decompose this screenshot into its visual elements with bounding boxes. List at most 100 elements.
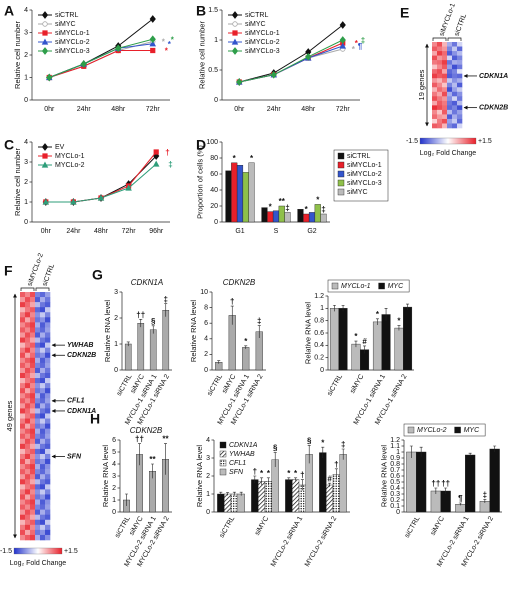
- group-bracket: [447, 37, 462, 41]
- legend-swatch: [337, 170, 345, 178]
- panel-label: B: [196, 3, 206, 19]
- heatmap-cell: [20, 297, 26, 303]
- bar: [381, 314, 391, 371]
- heatmap-cell: [45, 418, 51, 424]
- heatmap-cell: [30, 357, 36, 364]
- heatmap-cell: [30, 504, 36, 510]
- point: [339, 42, 347, 49]
- heatmap-cell: [20, 357, 26, 364]
- error-bar: [164, 303, 168, 317]
- heatmap-cell: [452, 73, 458, 79]
- heatmap-cell: [40, 297, 46, 303]
- error-bar: [151, 463, 154, 479]
- y-tick-label: 0.3: [390, 491, 400, 498]
- line: [49, 38, 153, 78]
- bar: [308, 212, 316, 223]
- point: [149, 40, 157, 47]
- y-tick-label: 0.8: [390, 461, 400, 468]
- heatmap-cell: [35, 453, 41, 460]
- heatmap-cell: [35, 494, 41, 500]
- row-label: CFL1: [67, 398, 85, 405]
- heatmap-cell: [30, 317, 36, 323]
- point: [153, 152, 160, 160]
- y-tick-label: 10: [200, 289, 208, 296]
- heatmap-cell: [45, 428, 51, 435]
- heatmap-cell: [457, 87, 463, 93]
- legend-marker: [41, 11, 49, 19]
- heatmap-cell: [432, 114, 438, 120]
- heatmap-cell: [35, 292, 41, 298]
- heatmap-cell: [447, 69, 453, 74]
- point: [149, 35, 156, 44]
- error-bar: [384, 308, 388, 321]
- x-tick-label: 72hr: [146, 106, 161, 113]
- significance-label: *: [267, 469, 271, 478]
- bar: [292, 479, 300, 513]
- heatmap-cell: [30, 342, 36, 348]
- heatmap-cell: [30, 529, 36, 536]
- colorbar: [13, 547, 63, 555]
- heatmap-cell: [20, 383, 26, 389]
- heatmap-cell: [20, 509, 26, 515]
- y-tick-label: 3: [112, 473, 116, 480]
- heatmap-cell: [45, 347, 51, 354]
- error-bar: [332, 304, 336, 312]
- chart-title: CDKN1A: [131, 278, 163, 287]
- heatmap-cell: [30, 433, 36, 440]
- heatmap-cell: [35, 297, 41, 303]
- heatmap-cell: [20, 367, 26, 374]
- heatmap-cell: [35, 514, 41, 521]
- heatmap-cell: [20, 372, 26, 379]
- y-tick-label: 1: [24, 199, 28, 206]
- heatmap-cell: [442, 78, 448, 84]
- heatmap-cell: [20, 438, 26, 445]
- heatmap-cell: [35, 372, 41, 379]
- heatmap-cell: [35, 327, 41, 333]
- heatmap-cell: [442, 69, 448, 74]
- x-tick-label: 24hr: [267, 106, 282, 113]
- heatmap-cell: [25, 519, 31, 526]
- legend-swatch: [219, 459, 227, 467]
- x-tick-label: siMYC: [430, 515, 446, 536]
- heatmap-cell: [437, 114, 443, 120]
- y-tick-label: 80: [210, 155, 218, 162]
- heatmap-cell: [40, 388, 46, 394]
- y-tick-label: 6: [112, 437, 116, 444]
- heatmap-cell: [447, 60, 453, 65]
- heatmap-cell: [25, 393, 31, 399]
- x-tick-label: 0hr: [41, 228, 52, 235]
- bar: [267, 211, 274, 223]
- bar: [406, 451, 417, 513]
- error-bar: [341, 448, 345, 460]
- group-bracket: [20, 287, 35, 291]
- heatmap-cell: [432, 105, 438, 111]
- heatmap-cell: [35, 398, 41, 404]
- heatmap-cell: [452, 60, 458, 65]
- heatmap-cell: [40, 332, 46, 338]
- heatmap-cell: [40, 504, 46, 510]
- bar: [137, 323, 145, 371]
- error-bar: [307, 445, 311, 464]
- error-bar: [232, 491, 236, 496]
- legend-label: siMYCLo-3: [55, 48, 90, 55]
- significance-label: *: [260, 469, 264, 478]
- heatmap-cell: [452, 64, 458, 70]
- legend-label: MYCLo-1: [341, 283, 371, 290]
- heatmap-cell: [442, 109, 448, 115]
- heatmap-cell: [432, 96, 438, 102]
- heatmap-cell: [35, 322, 41, 328]
- row-label: YWHAB: [67, 342, 93, 349]
- bar: [264, 481, 273, 513]
- y-tick-label: 2: [204, 351, 208, 358]
- heatmap-cell: [25, 514, 31, 521]
- error-bar: [151, 325, 155, 334]
- heatmap-cell: [30, 413, 36, 419]
- heatmap-cell: [20, 534, 26, 541]
- heatmap-cell: [45, 423, 51, 429]
- heatmap-cell: [447, 73, 453, 79]
- heatmap-cell: [20, 464, 26, 470]
- heatmap-cell: [20, 388, 26, 394]
- heatmap-cell: [20, 342, 26, 348]
- heatmap-cell: [25, 307, 31, 313]
